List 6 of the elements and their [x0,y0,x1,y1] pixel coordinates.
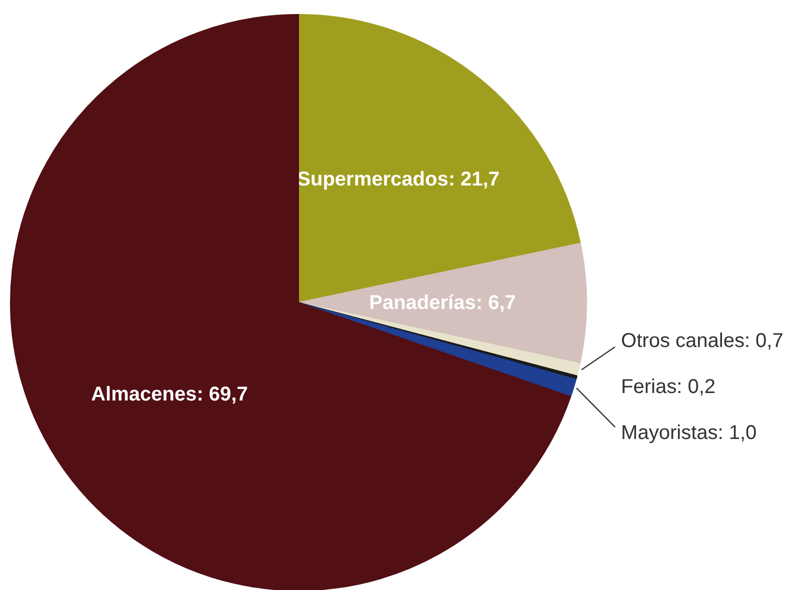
slice-label: Panaderías: 6,7 [369,292,516,314]
slice-label: Supermercados: 21,7 [297,168,500,191]
slice-label: Otros canales: 0,7 [621,330,784,352]
slice-label: Almacenes: 69,7 [91,383,248,406]
slice-label: Ferias: 0,2 [621,376,716,398]
slice-label: Mayoristas: 1,0 [621,422,757,444]
